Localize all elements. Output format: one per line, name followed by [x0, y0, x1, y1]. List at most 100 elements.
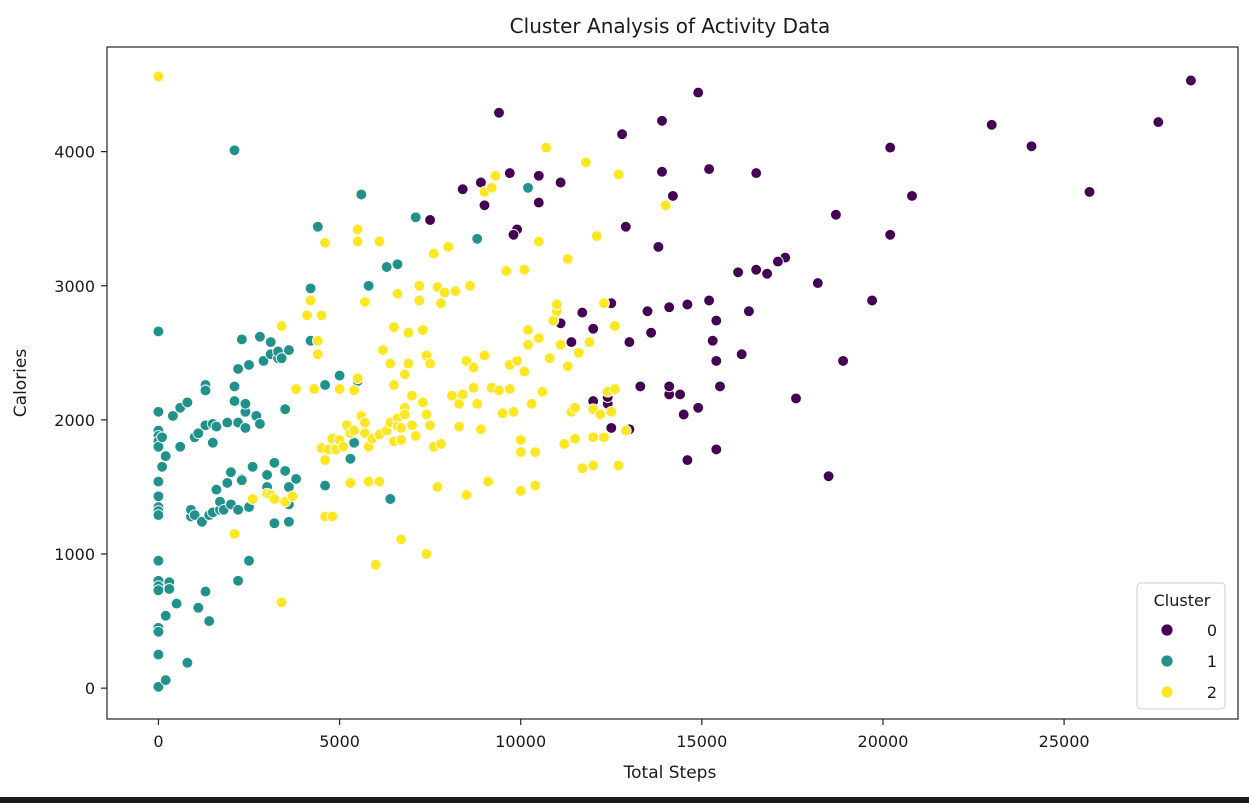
data-point-cluster-1 [279, 403, 292, 416]
data-point-cluster-2 [449, 285, 462, 297]
data-point-cluster-1 [221, 477, 234, 489]
data-point-cluster-2 [311, 334, 324, 347]
data-point-cluster-1 [254, 418, 266, 430]
data-point-cluster-0 [634, 380, 647, 393]
data-point-cluster-2 [377, 344, 389, 356]
data-point-cluster-1 [344, 452, 357, 465]
legend: Cluster 0 1 2 [1136, 582, 1226, 710]
data-point-cluster-2 [435, 297, 447, 310]
data-point-cluster-1 [290, 473, 302, 485]
data-point-cluster-1 [159, 609, 172, 622]
data-point-cluster-2 [514, 446, 527, 458]
data-point-cluster-1 [170, 597, 183, 610]
data-point-cluster-2 [569, 401, 581, 414]
data-point-cluster-2 [554, 338, 567, 351]
data-point-cluster-2 [311, 348, 324, 361]
data-point-cluster-2 [503, 383, 516, 395]
data-point-cluster-1 [228, 144, 241, 157]
legend-marker-cluster-0 [1160, 623, 1174, 637]
data-point-cluster-1 [167, 410, 179, 422]
data-point-cluster-0 [507, 228, 520, 241]
data-point-cluster-2 [319, 236, 331, 249]
data-point-cluster-1 [210, 420, 223, 433]
data-point-cluster-1 [384, 493, 397, 505]
data-point-cluster-2 [612, 168, 625, 181]
data-point-cluster-0 [692, 86, 705, 99]
data-point-cluster-2 [569, 432, 581, 445]
x-tick-label: 15000 [676, 732, 727, 751]
data-point-cluster-0 [772, 255, 784, 268]
data-point-cluster-1 [409, 211, 422, 224]
data-point-cluster-2 [471, 397, 484, 410]
data-point-cluster-0 [703, 294, 715, 307]
data-point-cluster-1 [174, 440, 187, 453]
data-point-cluster-0 [710, 443, 723, 456]
data-point-cluster-2 [561, 360, 574, 373]
legend-box [1136, 582, 1226, 710]
data-point-cluster-1 [203, 615, 216, 627]
data-point-cluster-2 [493, 384, 505, 397]
data-point-cluster-2 [529, 479, 542, 492]
data-point-cluster-0 [587, 322, 600, 335]
data-point-cluster-1 [239, 422, 252, 434]
data-point-cluster-2 [511, 355, 523, 367]
data-point-cluster-2 [540, 141, 552, 154]
legend-marker-cluster-2 [1160, 685, 1174, 699]
data-point-cluster-2 [514, 434, 527, 446]
data-point-cluster-0 [656, 165, 668, 178]
data-point-cluster-0 [703, 163, 715, 175]
data-point-cluster-0 [1083, 186, 1096, 198]
data-point-cluster-2 [467, 361, 480, 374]
data-point-cluster-0 [532, 169, 545, 182]
data-point-cluster-1 [152, 625, 165, 638]
data-point-cluster-2 [659, 199, 672, 212]
data-point-cluster-2 [333, 383, 346, 395]
data-point-cluster-0 [424, 214, 436, 226]
data-point-cluster-2 [326, 510, 339, 523]
bottom-border [0, 797, 1249, 803]
data-point-cluster-1 [196, 515, 208, 528]
legend-entries: 0 1 2 [1160, 621, 1217, 702]
data-point-cluster-0 [674, 388, 686, 401]
data-point-cluster-2 [373, 475, 386, 488]
data-point-cluster-0 [493, 106, 505, 119]
data-point-cluster-1 [380, 261, 393, 273]
y-axis-label: Calories [11, 349, 31, 418]
data-point-cluster-0 [822, 470, 835, 483]
data-point-cluster-0 [478, 199, 491, 212]
data-point-cluster-2 [290, 383, 302, 395]
data-point-cluster-0 [1185, 74, 1197, 87]
data-point-cluster-0 [750, 263, 763, 276]
data-point-cluster-0 [641, 305, 654, 318]
data-point-cluster-0 [681, 298, 694, 311]
data-point-cluster-0 [985, 118, 998, 131]
data-point-cluster-1 [235, 474, 248, 487]
data-point-cluster-0 [503, 167, 516, 179]
data-point-cluster-2 [609, 320, 621, 332]
data-point-cluster-2 [409, 430, 422, 442]
data-point-cluster-2 [275, 596, 288, 609]
data-point-cluster-2 [351, 235, 364, 248]
x-axis-label: Total Steps [623, 763, 717, 783]
data-points [152, 70, 1197, 693]
data-point-cluster-1 [319, 479, 331, 492]
data-point-cluster-2 [304, 294, 317, 307]
data-point-cluster-0 [1025, 140, 1038, 153]
data-point-cluster-2 [268, 493, 281, 505]
data-point-cluster-0 [656, 114, 668, 127]
data-point-cluster-2 [525, 397, 538, 410]
legend-label-cluster-1: 1 [1207, 652, 1217, 671]
data-point-cluster-0 [866, 294, 878, 307]
data-point-cluster-1 [471, 232, 484, 245]
data-point-cluster-2 [482, 475, 494, 488]
data-point-cluster-2 [475, 423, 487, 436]
data-point-cluster-0 [710, 314, 723, 327]
data-point-cluster-2 [609, 383, 621, 395]
legend-label-cluster-2: 2 [1207, 683, 1217, 702]
data-point-cluster-2 [580, 156, 592, 169]
data-point-cluster-2 [228, 528, 241, 540]
data-point-cluster-0 [663, 380, 676, 393]
data-point-cluster-0 [623, 336, 636, 348]
data-point-cluster-2 [529, 446, 542, 458]
data-point-cluster-2 [576, 462, 589, 475]
